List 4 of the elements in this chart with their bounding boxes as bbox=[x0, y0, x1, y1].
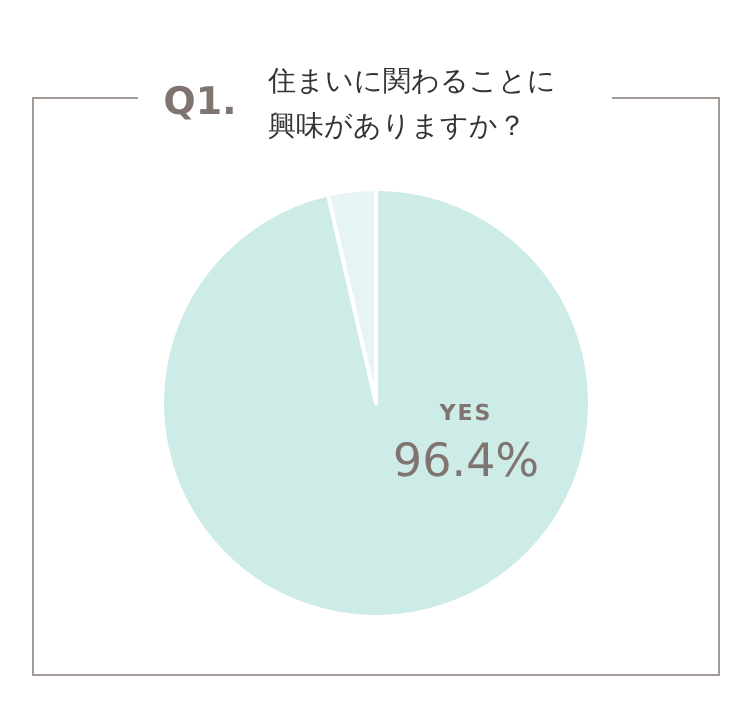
slice-label: YES bbox=[438, 401, 492, 426]
data-label: 96.4% bbox=[392, 433, 540, 487]
chart-subtitle: 住まいに関わることに興味がありますか？ bbox=[267, 64, 556, 142]
chart-title: Q1. bbox=[163, 79, 237, 123]
